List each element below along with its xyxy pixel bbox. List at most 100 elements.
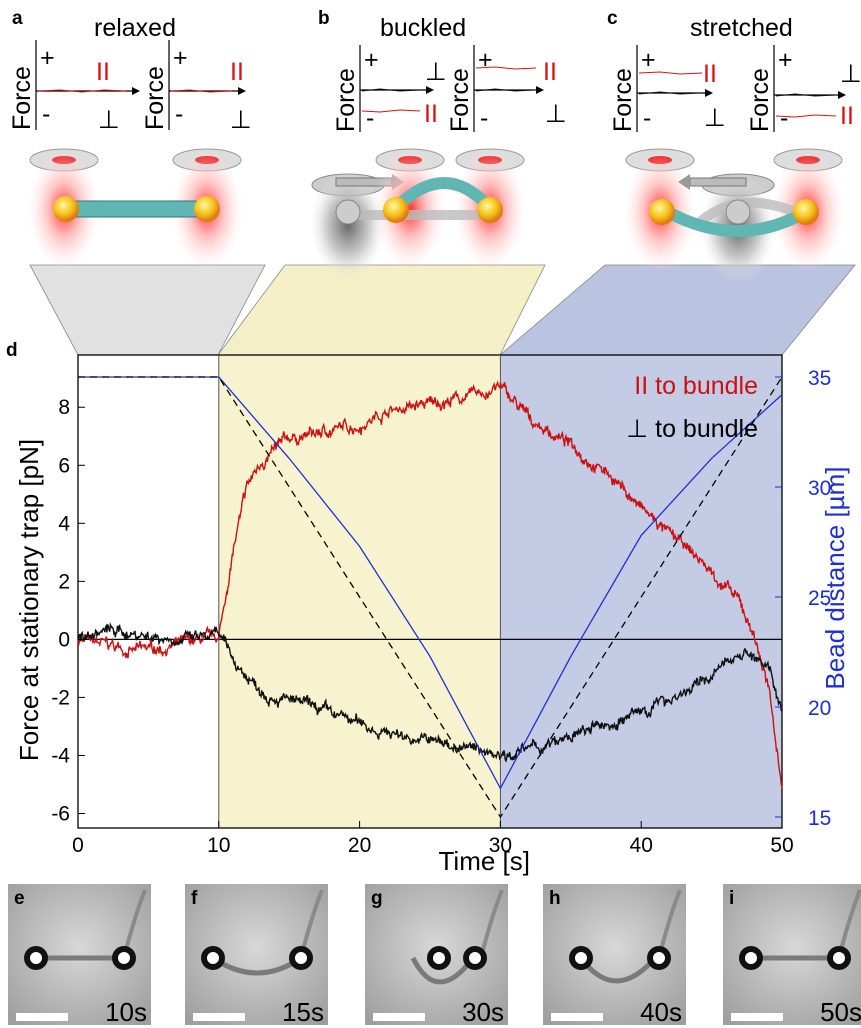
x-tick-label: 30 xyxy=(489,834,512,857)
micrograph-f: f 15s xyxy=(185,884,328,1027)
bead-center xyxy=(469,952,481,964)
minus-sign: - xyxy=(366,104,374,132)
force-inset-b2: Force + - II ⊥ xyxy=(446,45,567,132)
series-bead-distance xyxy=(78,376,783,790)
time-stamp: 40s xyxy=(640,997,682,1027)
time-stamp: 10s xyxy=(105,997,147,1027)
connector-buckled xyxy=(217,264,546,356)
parallel-symbol: II xyxy=(96,58,110,86)
micrograph-letter: e xyxy=(14,888,25,909)
force-inset-c2: Force + - ⊥ II xyxy=(746,45,861,132)
parallel-symbol: II xyxy=(703,60,717,88)
panel-title-buckled: buckled xyxy=(380,14,466,42)
parallel-symbol: II xyxy=(424,100,438,128)
perp-symbol: ⊥ xyxy=(704,104,726,132)
bead-center xyxy=(653,952,665,964)
minus-sign: - xyxy=(780,104,788,132)
force-label: Force xyxy=(332,68,360,132)
parallel-symbol: II xyxy=(840,102,854,130)
y-tick-label: -2 xyxy=(51,686,70,709)
y-right-tick-label: 15 xyxy=(808,807,831,830)
minus-sign: - xyxy=(643,104,651,132)
bead-center xyxy=(433,952,445,964)
legend-perpendicular: ⊥ to bundle xyxy=(626,415,758,443)
plus-sign: + xyxy=(478,46,493,74)
minus-sign: - xyxy=(42,100,50,128)
perp-symbol: ⊥ xyxy=(98,106,120,134)
parallel-symbol: II xyxy=(230,58,244,86)
bead-center xyxy=(575,952,587,964)
x-tick-label: 50 xyxy=(770,834,793,857)
series-set-distance xyxy=(78,376,783,819)
micrograph-i: i 50s xyxy=(723,884,861,1027)
chart-series xyxy=(77,376,783,819)
perp-symbol: ⊥ xyxy=(230,106,252,134)
plus-sign: + xyxy=(778,46,793,74)
panel-letter-a: a xyxy=(12,8,23,29)
y-tick-label: 2 xyxy=(58,570,70,593)
scale-bar xyxy=(731,1013,783,1021)
legend-parallel: II to bundle xyxy=(634,372,758,400)
force-inset-b1: Force + - ⊥ II xyxy=(332,45,447,132)
bead-center xyxy=(118,952,130,964)
force-inset-a1: Force + - II ⊥ xyxy=(8,40,140,134)
y-tick-label: 4 xyxy=(58,512,70,535)
plus-sign: + xyxy=(40,44,55,72)
y-axis-title-left: Force at stationary trap [pN] xyxy=(14,439,44,761)
y-right-tick-label: 25 xyxy=(808,587,831,610)
time-stamp: 50s xyxy=(820,997,861,1027)
micrograph-h: h 40s xyxy=(543,884,686,1027)
y-right-tick-label: 30 xyxy=(808,477,831,500)
plus-sign: + xyxy=(364,46,379,74)
panel-title-stretched: stretched xyxy=(690,14,793,42)
panel-title-relaxed: relaxed xyxy=(94,14,176,42)
x-tick-label: 20 xyxy=(348,834,371,857)
series-perpendicular-force xyxy=(77,622,783,763)
x-tick-label: 10 xyxy=(207,834,230,857)
scale-bar xyxy=(551,1013,603,1021)
scale-bar xyxy=(373,1013,425,1021)
panel-letter-d: d xyxy=(6,340,18,361)
micrograph-letter: h xyxy=(549,888,561,909)
panel-letter-b: b xyxy=(318,8,330,29)
trap-illustration-buckled xyxy=(310,148,526,280)
micrograph-letter: i xyxy=(729,888,734,909)
micrograph-e: e 10s xyxy=(8,884,151,1027)
y-tick-label: -4 xyxy=(51,744,70,767)
perp-symbol: ⊥ xyxy=(425,58,447,86)
y-tick-label: -6 xyxy=(51,802,70,825)
perp-symbol: ⊥ xyxy=(840,60,861,88)
force-inset-a2: Force + - II ⊥ xyxy=(141,40,252,134)
bead-center xyxy=(207,952,219,964)
bead-center xyxy=(745,952,757,964)
connector-stretched xyxy=(498,264,856,356)
x-tick-label: 0 xyxy=(72,834,84,857)
bead-center xyxy=(30,952,42,964)
bundle xyxy=(410,956,475,985)
y-right-tick-label: 20 xyxy=(808,697,831,720)
chart-ticks: 0 10 20 30 40 50 -6 -4 -2 0 2 4 6 8 15 20 25 30 35 xyxy=(51,367,831,857)
time-stamp: 30s xyxy=(462,997,504,1027)
plus-sign: + xyxy=(641,46,656,74)
scale-bar xyxy=(193,1013,245,1021)
y-tick-label: 6 xyxy=(58,454,70,477)
bead-center xyxy=(833,952,845,964)
force-label: Force xyxy=(746,68,774,132)
y-tick-label: 0 xyxy=(58,628,70,651)
trap-illustration-relaxed xyxy=(28,148,243,270)
perp-symbol: ⊥ xyxy=(545,100,567,128)
trap-illustration-stretched xyxy=(624,148,844,283)
parallel-symbol: II xyxy=(543,58,557,86)
x-axis-title: Time [s] xyxy=(439,846,530,876)
scale-bar xyxy=(16,1013,68,1021)
y-axis-title-right: Bead distance [µm] xyxy=(820,466,850,689)
force-inset-c1: Force + - II ⊥ xyxy=(609,45,726,132)
force-label: Force xyxy=(8,66,36,130)
plot-frame xyxy=(77,354,783,829)
y-tick-label: 8 xyxy=(58,396,70,419)
micrograph-row: e 10s f 15s g 30s h 40s i 50s xyxy=(8,884,861,1027)
force-label: Force xyxy=(141,66,169,130)
force-label: Force xyxy=(609,68,637,132)
panel-letter-c: c xyxy=(607,8,618,29)
y-right-tick-label: 35 xyxy=(808,367,831,390)
